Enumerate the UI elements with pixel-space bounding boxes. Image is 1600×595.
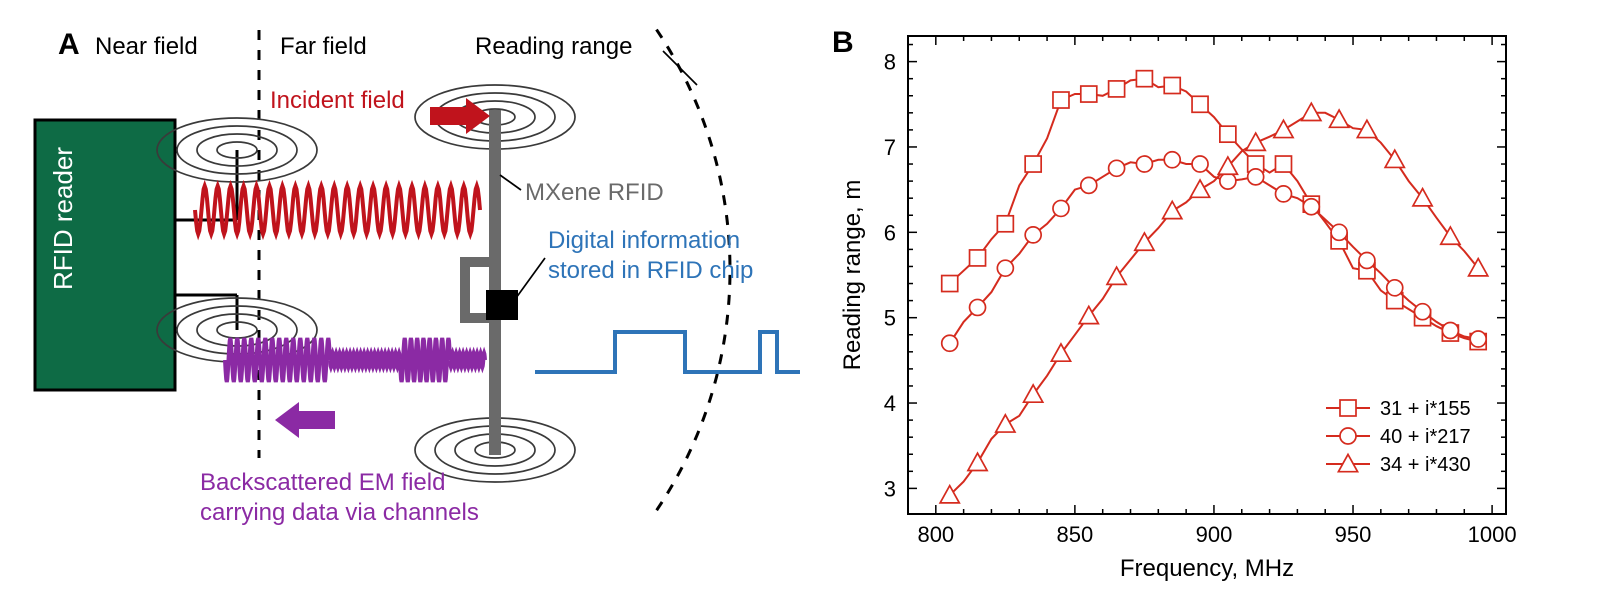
xtick-label: 950	[1335, 522, 1372, 547]
marker-circle	[1053, 200, 1069, 216]
marker-circle	[1275, 186, 1291, 202]
label-reading-range: Reading range	[475, 33, 632, 60]
backscatter-wave-1	[330, 353, 400, 367]
label-backscatter-l1: Backscattered EM field	[200, 469, 445, 496]
marker-square	[1136, 71, 1152, 87]
marker-triangle	[1441, 227, 1460, 244]
marker-circle	[1025, 227, 1041, 243]
legend-label: 40 + i*217	[1380, 426, 1471, 448]
panel-a-letter: A	[58, 28, 80, 61]
marker-square	[1109, 81, 1125, 97]
marker-triangle	[1190, 180, 1209, 197]
marker-circle	[1220, 173, 1236, 189]
incident-arrow-icon	[430, 98, 490, 134]
marker-triangle	[996, 415, 1015, 432]
backscatter-wave-0	[225, 338, 330, 382]
marker-circle	[1303, 199, 1319, 215]
backscatter-wave-3	[450, 353, 485, 367]
marker-triangle	[968, 453, 987, 470]
backscatter-arrow-icon	[275, 402, 335, 438]
y-axis-label: Reading range, m	[839, 180, 866, 371]
marker-circle	[1081, 177, 1097, 193]
series-line	[950, 160, 1478, 343]
rfid-chip	[486, 290, 518, 320]
ytick-label: 4	[884, 391, 896, 416]
marker-square	[1220, 126, 1236, 142]
marker-circle	[1470, 331, 1486, 347]
leader-line	[516, 258, 545, 298]
legend-label: 31 + i*155	[1380, 398, 1471, 420]
label-digital-info-l2: stored in RFID chip	[548, 257, 753, 284]
ytick-label: 3	[884, 476, 896, 501]
label-incident-field: Incident field	[270, 87, 405, 114]
label-far-field: Far field	[280, 33, 367, 60]
label-digital-info-l1: Digital information	[548, 227, 740, 254]
marker-triangle	[1330, 110, 1349, 127]
marker-circle	[1415, 304, 1431, 320]
ytick-label: 5	[884, 306, 896, 331]
marker-circle	[1248, 169, 1264, 185]
marker-triangle	[1163, 201, 1182, 218]
marker-square	[1192, 96, 1208, 112]
x-axis-label: Frequency, MHz	[1120, 555, 1294, 582]
xtick-label: 900	[1196, 522, 1233, 547]
marker-circle	[1387, 280, 1403, 296]
marker-circle	[1359, 252, 1375, 268]
marker-triangle	[1274, 120, 1293, 137]
marker-circle	[1136, 156, 1152, 172]
marker-triangle	[1024, 385, 1043, 402]
label-backscatter-l2: carrying data via channels	[200, 499, 479, 526]
panel-b-letter: B	[832, 26, 854, 59]
marker-square	[1053, 92, 1069, 108]
marker-triangle	[1246, 133, 1265, 150]
xtick-label: 1000	[1468, 522, 1517, 547]
figure-stage: A Near field Far field Reading range Inciden…	[0, 0, 1600, 595]
ytick-label: 7	[884, 135, 896, 160]
marker-circle	[1331, 224, 1347, 240]
marker-circle	[942, 335, 958, 351]
xtick-label: 800	[917, 522, 954, 547]
marker-circle	[1442, 322, 1458, 338]
marker-circle	[1192, 156, 1208, 172]
marker-square	[997, 216, 1013, 232]
ytick-label: 6	[884, 220, 896, 245]
marker-circle	[1164, 152, 1180, 168]
legend-label: 34 + i*430	[1380, 454, 1471, 476]
digital-signal	[535, 332, 800, 372]
marker-square	[970, 250, 986, 266]
marker-square	[942, 276, 958, 292]
marker-square	[1340, 400, 1356, 416]
marker-square	[1081, 86, 1097, 102]
marker-triangle	[1051, 344, 1070, 361]
figure-svg: A Near field Far field Reading range Inciden…	[0, 0, 1600, 595]
leader-line	[663, 51, 697, 85]
marker-circle	[1109, 160, 1125, 176]
marker-square	[1164, 78, 1180, 94]
leader-line	[500, 175, 521, 190]
marker-circle	[970, 299, 986, 315]
label-rfid-reader: RFID reader	[48, 147, 78, 290]
marker-circle	[997, 260, 1013, 276]
marker-circle	[1340, 428, 1356, 444]
xtick-label: 850	[1057, 522, 1094, 547]
backscatter-wave-2	[400, 338, 450, 382]
marker-square	[1275, 156, 1291, 172]
label-near-field: Near field	[95, 33, 198, 60]
label-mxene-rfid: MXene RFID	[525, 179, 664, 206]
ytick-label: 8	[884, 50, 896, 75]
marker-square	[1025, 156, 1041, 172]
